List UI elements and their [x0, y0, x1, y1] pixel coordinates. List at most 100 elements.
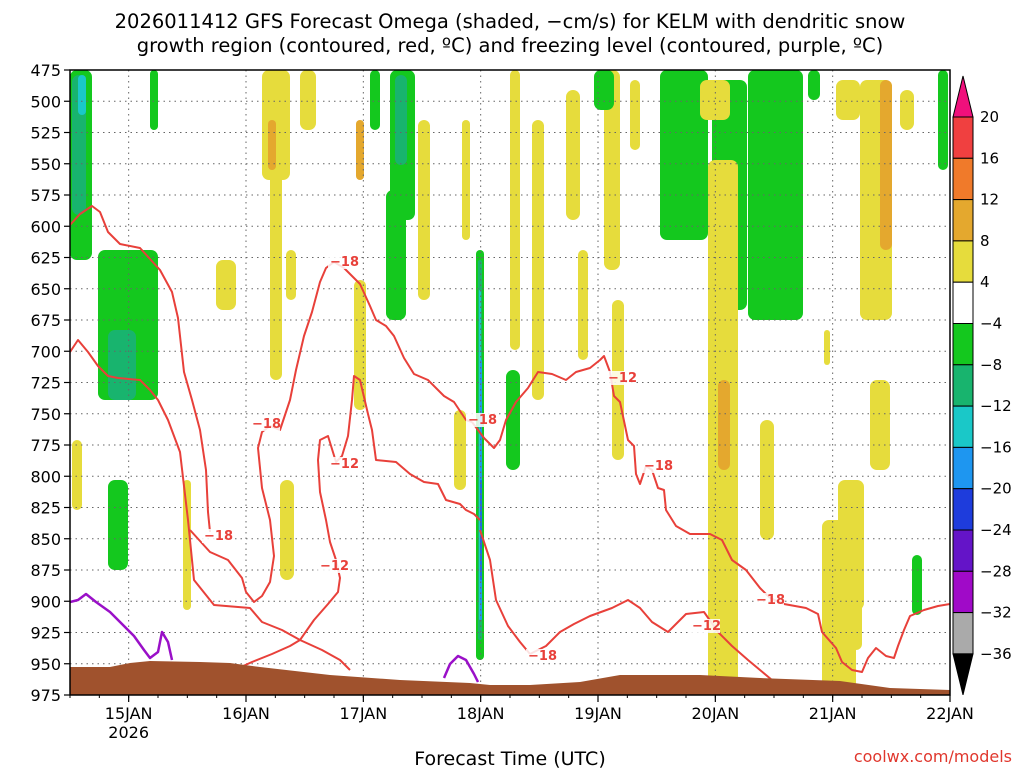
contour-label: −12 — [328, 457, 359, 472]
x-tick-label: 15JAN — [105, 704, 153, 723]
freezing-level-contours — [70, 592, 480, 683]
omega-shade-cell — [578, 250, 588, 360]
y-tick-label: 900 — [30, 592, 61, 611]
colorbar-tick-label: −16 — [980, 438, 1012, 456]
omega-shade-cell — [395, 75, 407, 165]
omega-shade-cell — [506, 370, 520, 470]
omega-shade-cell — [370, 70, 380, 130]
colorbar-swatch — [952, 570, 974, 614]
omega-shade-cell — [594, 70, 614, 110]
colorbar-tick-label: 12 — [980, 191, 999, 209]
grid-lines — [70, 70, 950, 695]
contour-label: −12 — [318, 559, 349, 574]
omega-shade-cell — [808, 70, 820, 100]
contour-label: −18 — [526, 649, 557, 664]
colorbar-tick-label: −28 — [980, 562, 1012, 580]
omega-shade-cell — [718, 380, 730, 470]
omega-shade-cell — [912, 555, 922, 615]
x-tick-label: 20JAN — [691, 704, 739, 723]
colorbar-swatch — [952, 364, 974, 407]
omega-shade-cell — [462, 120, 470, 240]
omega-shade-cell — [900, 90, 914, 130]
svg-text:−12: −12 — [692, 619, 721, 634]
y-tick-label: 525 — [30, 124, 61, 143]
y-tick-label: 675 — [30, 311, 61, 330]
colorbar-tick-label: 20 — [980, 108, 999, 126]
y-tick-label: 925 — [30, 624, 61, 643]
colorbar-swatch — [952, 488, 974, 531]
colorbar-tick-label: −4 — [980, 315, 1002, 333]
dgz-contour-line — [189, 261, 473, 603]
svg-text:−12: −12 — [608, 371, 637, 386]
colorbar-swatch — [952, 281, 974, 325]
contour-labels: −18 −18 −12 −18 −12 −18 −12 −18 −18 −12 −18 — [202, 255, 785, 664]
omega-shade-cell — [418, 120, 430, 300]
colorbar-tick-label: 8 — [980, 232, 990, 250]
omega-shade-cell — [386, 190, 406, 320]
svg-text:−18: −18 — [204, 529, 233, 544]
colorbar-tick-label: −20 — [980, 480, 1012, 498]
omega-shade-cell — [824, 330, 830, 365]
omega-shade-cell — [72, 440, 82, 510]
svg-text:−18: −18 — [468, 413, 497, 428]
y-tick-label: 500 — [30, 92, 61, 111]
colorbar-tick-label: 4 — [980, 273, 990, 291]
omega-shade-cell — [270, 140, 282, 380]
x-tick-label: 18JAN — [457, 704, 505, 723]
x-year-label: 2026 — [108, 723, 149, 742]
omega-shade-cell — [356, 120, 364, 180]
contour-label: −18 — [642, 459, 673, 474]
y-tick-label: 625 — [30, 249, 61, 268]
omega-shade-cell — [280, 480, 294, 580]
svg-text:−12: −12 — [320, 559, 349, 574]
omega-shade-cell — [183, 480, 191, 610]
y-tick-label: 825 — [30, 499, 61, 518]
colorbar-tick-label: −32 — [980, 604, 1012, 622]
svg-text:−12: −12 — [330, 457, 359, 472]
omega-shade-cell — [354, 280, 366, 410]
contour-label: −12 — [690, 619, 721, 634]
x-axis-label: Forecast Time (UTC) — [414, 748, 605, 768]
omega-shade-cell — [532, 120, 544, 400]
y-tick-label: 550 — [30, 155, 61, 174]
colorbar-swatch — [952, 529, 974, 572]
freezing-level-line — [70, 592, 174, 661]
omega-shade-cell — [836, 80, 860, 120]
y-tick-label: 475 — [30, 61, 61, 80]
colorbar-bottom-arrow — [952, 653, 974, 696]
x-tick-label: 21JAN — [809, 704, 857, 723]
colorbar-swatch — [952, 446, 974, 490]
omega-shade-cell — [454, 410, 466, 490]
colorbar: 20 16 12 8 4 −4 −8 −12 −16 −20 −24 −28 −32 −36 — [952, 75, 1012, 696]
omega-shading — [70, 70, 948, 695]
y-tick-label: 575 — [30, 186, 61, 205]
y-tick-label: 750 — [30, 405, 61, 424]
y-tick-label: 725 — [30, 374, 61, 393]
omega-shade-cell — [78, 75, 86, 115]
contour-label: −18 — [250, 417, 281, 432]
contour-label: −18 — [466, 413, 497, 428]
colorbar-tick-label: −8 — [980, 356, 1002, 374]
omega-shade-cell — [748, 70, 803, 320]
omega-shade-cell — [660, 70, 708, 240]
y-tick-label: 650 — [30, 280, 61, 299]
colorbar-tick-label: −12 — [980, 397, 1012, 415]
chart-title-line-2: growth region (contoured, red, ºC) and f… — [137, 34, 884, 57]
y-axis: 475 500 525 550 575 600 625 650 675 700 725 750 775 8… — [30, 61, 70, 705]
x-axis: 15JAN 16JAN 17JAN 18JAN 19JAN 20JAN 21JAN 22JAN… — [69, 695, 974, 742]
colorbar-swatch — [952, 405, 974, 448]
colorbar-swatch — [952, 612, 974, 655]
colorbar-swatch — [952, 157, 974, 201]
svg-text:−18: −18 — [330, 255, 359, 270]
y-tick-label: 950 — [30, 655, 61, 674]
contour-label: −18 — [202, 529, 233, 544]
svg-text:−18: −18 — [528, 649, 557, 664]
y-tick-label: 975 — [30, 686, 61, 705]
omega-shade-cell — [150, 70, 158, 130]
y-tick-label: 775 — [30, 436, 61, 455]
omega-shade-cell — [760, 420, 774, 540]
omega-shade-cell — [108, 330, 136, 400]
credit-text: coolwx.com/models — [854, 747, 1012, 766]
y-tick-label: 600 — [30, 217, 61, 236]
omega-shade-cell — [566, 90, 580, 220]
